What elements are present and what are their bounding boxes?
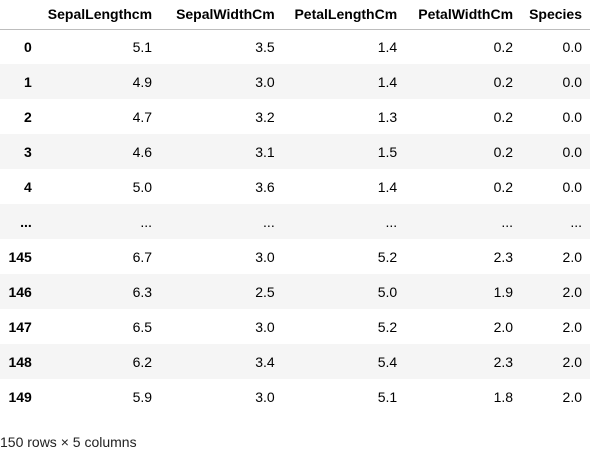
cell-petal-width: 2.3	[493, 353, 514, 370]
cell-sepal-length: 5.1	[132, 38, 153, 55]
cell-sepal-width: 3.0	[255, 318, 275, 335]
cell-petal-width: 0.2	[493, 108, 514, 125]
cell-species: 2.0	[562, 318, 582, 335]
row-index: 146	[8, 283, 32, 300]
row-index: 3	[24, 143, 32, 160]
cell-sepal-length: 6.3	[132, 283, 153, 300]
cell-petal-length: 5.0	[377, 283, 398, 300]
cell-sepal-width: 3.0	[255, 388, 275, 405]
cell-sepal-length: 4.7	[132, 108, 153, 125]
column-header-petal-width: PetalWidthCm	[405, 0, 522, 30]
cell-sepal-width: 3.2	[255, 108, 275, 125]
cell-petal-width: 1.9	[493, 283, 514, 300]
cell-species: 0.0	[562, 143, 582, 160]
row-index: 0	[24, 38, 32, 55]
column-header-petal-length: PetalLengthCm	[282, 0, 406, 30]
cell-petal-width: ...	[501, 213, 514, 230]
table-row: 4 5.0 3.6 1.4 0.2 0.0	[0, 169, 590, 204]
cell-petal-length: 1.5	[377, 143, 398, 160]
cell-sepal-length: 4.9	[132, 73, 153, 90]
cell-petal-width: 2.0	[493, 318, 514, 335]
row-index: 147	[8, 318, 32, 335]
cell-petal-length: 5.4	[377, 353, 398, 370]
cell-petal-length: 1.4	[377, 73, 398, 90]
row-index: 149	[8, 388, 32, 405]
column-header-sepal-length: SepalLengthcm	[39, 0, 161, 30]
row-index: 1	[24, 73, 32, 90]
cell-sepal-length: 6.5	[132, 318, 153, 335]
column-header-sepal-width: SepalWidthCm	[160, 0, 283, 30]
cell-sepal-width: ...	[263, 213, 275, 230]
table-row: 149 5.9 3.0 5.1 1.8 2.0	[0, 379, 590, 414]
table-row: 2 4.7 3.2 1.3 0.2 0.0	[0, 99, 590, 134]
cell-petal-width: 0.2	[493, 38, 514, 55]
cell-species: ...	[570, 213, 582, 230]
cell-sepal-width: 3.4	[255, 353, 275, 370]
cell-species: 2.0	[562, 283, 582, 300]
cell-petal-length: 5.2	[377, 248, 398, 265]
cell-petal-width: 0.2	[493, 143, 514, 160]
table-row: ..................	[0, 204, 590, 239]
cell-petal-length: 5.2	[377, 318, 398, 335]
cell-petal-width: 0.2	[493, 178, 514, 195]
row-index: 145	[8, 248, 32, 265]
cell-sepal-width: 2.5	[255, 283, 275, 300]
header-row: SepalLengthcm SepalWidthCm PetalLengthCm…	[0, 0, 590, 30]
cell-species: 0.0	[562, 108, 582, 125]
dataframe-table: SepalLengthcm SepalWidthCm PetalLengthCm…	[0, 0, 590, 414]
table-row: 146 6.3 2.5 5.0 1.9 2.0	[0, 274, 590, 309]
cell-petal-width: 0.2	[493, 73, 514, 90]
cell-petal-length: 1.4	[377, 38, 398, 55]
cell-species: 2.0	[562, 388, 582, 405]
cell-sepal-width: 3.6	[255, 178, 275, 195]
row-index: 4	[24, 178, 32, 195]
cell-species: 0.0	[562, 38, 582, 55]
cell-sepal-length: 4.6	[132, 143, 153, 160]
row-index: ...	[20, 213, 32, 230]
cell-sepal-width: 3.5	[255, 38, 275, 55]
cell-species: 2.0	[562, 248, 582, 265]
column-header-species: Species	[521, 0, 590, 30]
table-row: 1 4.9 3.0 1.4 0.2 0.0	[0, 64, 590, 99]
cell-petal-length: 1.4	[377, 178, 398, 195]
table-body: 0 5.1 3.5 1.4 0.2 0.0 1 4.9 3.0 1.4 0.2 0.0 2 4.7 3.2 1…	[0, 29, 590, 414]
cell-sepal-width: 3.0	[255, 248, 275, 265]
table-header: SepalLengthcm SepalWidthCm PetalLengthCm…	[0, 0, 590, 30]
table-row: 147 6.5 3.0 5.2 2.0 2.0	[0, 309, 590, 344]
cell-species: 0.0	[562, 73, 582, 90]
cell-sepal-length: 5.9	[132, 388, 153, 405]
cell-petal-length: 1.3	[377, 108, 398, 125]
table-row: 145 6.7 3.0 5.2 2.3 2.0	[0, 239, 590, 274]
cell-sepal-length: 6.2	[132, 353, 153, 370]
cell-petal-length: ...	[385, 213, 398, 230]
cell-species: 0.0	[562, 178, 582, 195]
row-index: 148	[8, 353, 32, 370]
cell-sepal-width: 3.0	[255, 73, 275, 90]
cell-petal-length: 5.1	[377, 388, 398, 405]
table-row: 3 4.6 3.1 1.5 0.2 0.0	[0, 134, 590, 169]
cell-sepal-length: 6.7	[132, 248, 153, 265]
cell-species: 2.0	[562, 353, 582, 370]
cell-sepal-width: 3.1	[255, 143, 275, 160]
cell-petal-width: 2.3	[493, 248, 514, 265]
cell-petal-width: 1.8	[493, 388, 514, 405]
dataframe-shape-text: 150 rows × 5 columns	[0, 434, 137, 450]
cell-sepal-length: ...	[140, 213, 153, 230]
cell-sepal-length: 5.0	[132, 178, 153, 195]
table-row: 0 5.1 3.5 1.4 0.2 0.0	[0, 29, 590, 64]
index-header	[0, 0, 40, 30]
row-index: 2	[24, 108, 32, 125]
table-row: 148 6.2 3.4 5.4 2.3 2.0	[0, 344, 590, 379]
